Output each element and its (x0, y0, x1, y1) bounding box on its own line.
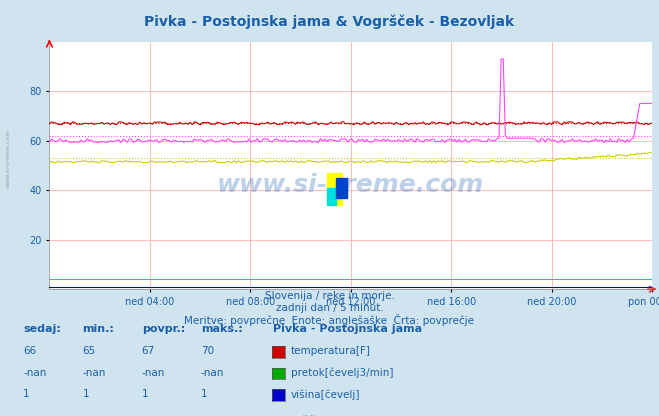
Text: www.si-vreme.com: www.si-vreme.com (217, 173, 484, 197)
Text: -nan: -nan (142, 368, 165, 378)
Text: sedaj:: sedaj: (23, 324, 61, 334)
Text: pretok[čevelj3/min]: pretok[čevelj3/min] (291, 368, 393, 378)
Text: 66: 66 (23, 346, 36, 356)
Text: 1: 1 (82, 389, 89, 399)
Text: www.si-vreme.com: www.si-vreme.com (5, 128, 11, 188)
Text: -nan: -nan (82, 368, 105, 378)
Text: temperatura[F]: temperatura[F] (291, 346, 370, 356)
Text: Slovenija / reke in morje.: Slovenija / reke in morje. (264, 291, 395, 301)
Text: 1: 1 (142, 389, 148, 399)
Text: povpr.:: povpr.: (142, 324, 185, 334)
Text: -nan: -nan (201, 368, 224, 378)
Text: Pivka - Postojnska jama & Vogršček - Bezovljak: Pivka - Postojnska jama & Vogršček - Bez… (144, 15, 515, 29)
Bar (327, 188, 336, 205)
Text: 70: 70 (201, 346, 214, 356)
Text: 65: 65 (82, 346, 96, 356)
Text: Meritve: povprečne  Enote: anglešaške  Črta: povprečje: Meritve: povprečne Enote: anglešaške Črt… (185, 314, 474, 326)
Text: -nan: -nan (23, 368, 46, 378)
Text: Pivka - Postojnska jama: Pivka - Postojnska jama (273, 324, 422, 334)
Text: min.:: min.: (82, 324, 114, 334)
Text: 1: 1 (201, 389, 208, 399)
Bar (336, 178, 347, 198)
Text: 67: 67 (142, 346, 155, 356)
Text: zadnji dan / 5 minut.: zadnji dan / 5 minut. (275, 303, 384, 313)
Text: 1: 1 (23, 389, 30, 399)
Bar (327, 173, 342, 205)
Text: višina[čevelj]: višina[čevelj] (291, 389, 360, 400)
Text: maks.:: maks.: (201, 324, 243, 334)
